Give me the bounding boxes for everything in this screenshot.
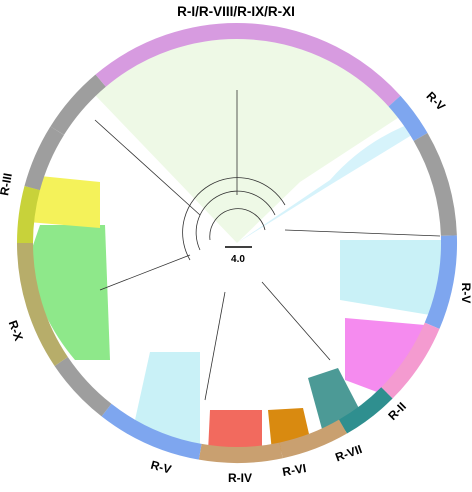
inner-arc-3 [182, 177, 286, 261]
ring-segment-r-iv [198, 442, 283, 464]
label-r-vi: R-VI [281, 461, 307, 479]
branch-left [99, 254, 191, 291]
sector-r-ii [345, 318, 425, 395]
label-r-iv: R-IV [228, 471, 252, 485]
inner-arc-2 [195, 190, 276, 251]
ring-segment-unlabeled-left [24, 126, 65, 191]
ring-segment-r-i-viii-ix-xi [95, 23, 401, 107]
tree-branches [94, 90, 441, 401]
sector-r-iii [27, 175, 101, 228]
ring-segment-unlabeled-lower-left [54, 356, 112, 417]
ring-segment-r-vii [338, 387, 393, 434]
label-r-v-bottom: R-V [149, 458, 173, 477]
branch-upper-left [94, 119, 201, 216]
ring-segment-unlabeled-top-left [50, 74, 106, 136]
ring-segment-r-v-right [424, 235, 457, 329]
ring-segment-r-iii [16, 186, 40, 244]
label-r-v-top: R-V [424, 89, 449, 114]
label-r-x: R-X [6, 319, 26, 343]
scale-bar-label: 4.0 [231, 254, 245, 265]
sector-r-v-right [340, 240, 445, 315]
label-r-ii: R-II [385, 399, 409, 423]
label-r-i-viii-ix-xi: R-I/R-VIII/R-IX/R-XI [177, 4, 295, 19]
ring-segment-unlabeled-right [413, 132, 457, 236]
sector-r-v-bottom [135, 352, 200, 448]
sector-r-iv [208, 410, 262, 457]
ring-segment-r-x [17, 242, 68, 366]
ring-segment-r-ii [381, 322, 440, 399]
leaf-ring [16, 23, 457, 464]
label-r-vii: R-VII [333, 442, 363, 465]
branch-right [284, 229, 441, 237]
sector-r-v-top [237, 120, 420, 243]
scale-bar: 4.0 [225, 246, 252, 265]
label-r-v-right: R-V [459, 283, 472, 304]
branch-lower [204, 291, 226, 401]
sector-r-x [28, 225, 110, 360]
ring-segment-r-vi [279, 419, 348, 459]
ring-segment-r-v-top [388, 95, 428, 142]
ring-segment-r-v-bottom [101, 403, 202, 460]
clade-sectors [27, 28, 445, 457]
label-r-iii: R-III [0, 172, 15, 197]
sector-r-i-viii-ix-xi [95, 28, 410, 244]
branch-lower-right [261, 281, 331, 361]
inner-arc-1 [209, 208, 266, 241]
